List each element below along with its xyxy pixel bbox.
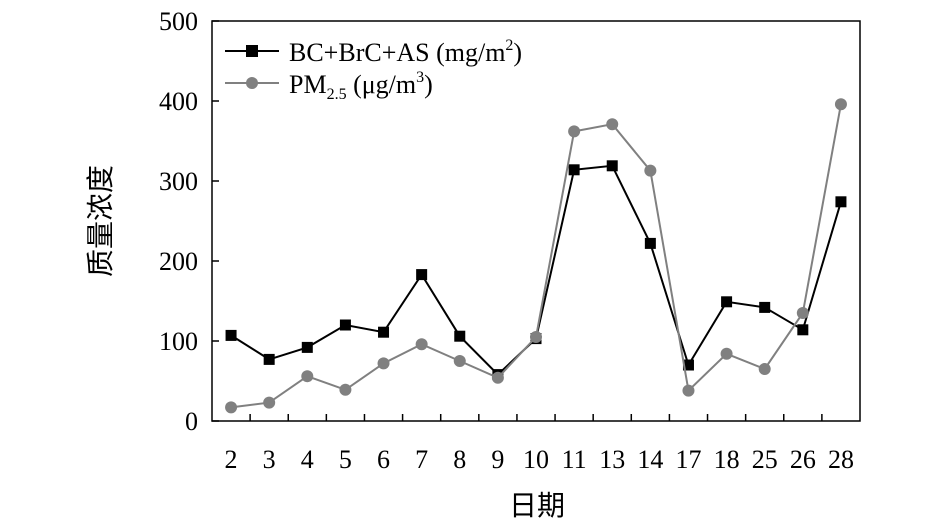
data-point bbox=[568, 125, 581, 138]
x-tick-label: 25 bbox=[752, 445, 778, 474]
legend-marker-square bbox=[246, 45, 258, 57]
series-layer bbox=[225, 98, 847, 414]
data-point bbox=[530, 331, 542, 343]
y-tick-label: 400 bbox=[159, 87, 198, 116]
x-tick-label: 11 bbox=[562, 445, 587, 474]
data-point bbox=[797, 324, 809, 336]
plot-area bbox=[211, 20, 861, 422]
data-point bbox=[720, 347, 733, 360]
series-0 bbox=[225, 160, 847, 381]
data-point bbox=[301, 341, 313, 353]
data-point bbox=[758, 363, 771, 375]
x-tick-label: 3 bbox=[263, 445, 276, 474]
data-point bbox=[682, 384, 695, 397]
data-point bbox=[225, 329, 237, 341]
y-axis-ticks: 0 100 200 300 400 500 bbox=[159, 7, 219, 436]
data-point bbox=[834, 98, 847, 111]
data-point bbox=[339, 383, 352, 396]
data-point bbox=[225, 401, 238, 414]
x-tick-label: 18 bbox=[714, 445, 740, 474]
data-point bbox=[568, 164, 580, 176]
legend-item-pm25: PM2.5 (μg/m3) bbox=[225, 69, 433, 103]
data-point bbox=[835, 196, 847, 208]
data-point bbox=[796, 307, 809, 319]
legend-label-bc: BC+BrC+AS (mg/m2) bbox=[289, 37, 522, 67]
data-point bbox=[644, 164, 657, 177]
y-tick-label: 500 bbox=[159, 7, 198, 36]
data-point bbox=[301, 370, 314, 383]
x-tick-label: 7 bbox=[415, 445, 428, 474]
legend: BC+BrC+AS (mg/m2) PM2.5 (μg/m3) bbox=[225, 37, 522, 103]
x-axis-ticks: 2 3 4 5 6 7 8 9 10 11 13 14 17 18 25 26 28 bbox=[225, 414, 854, 474]
x-tick-label: 5 bbox=[339, 445, 352, 474]
y-tick-label: 300 bbox=[159, 167, 198, 196]
data-point bbox=[606, 118, 619, 131]
x-tick-label: 8 bbox=[453, 445, 466, 474]
data-point bbox=[721, 296, 733, 308]
y-axis-title: 质量浓度 bbox=[85, 165, 117, 277]
data-point bbox=[263, 396, 276, 409]
x-tick-label: 28 bbox=[828, 445, 854, 474]
x-tick-label: 13 bbox=[599, 445, 625, 474]
series-1 bbox=[225, 98, 847, 414]
x-tick-label: 2 bbox=[225, 445, 238, 474]
legend-label-pm25: PM2.5 (μg/m3) bbox=[289, 69, 433, 103]
series-line bbox=[230, 104, 842, 409]
x-tick-label: 14 bbox=[637, 445, 663, 474]
x-tick-label: 17 bbox=[675, 445, 701, 474]
data-point bbox=[454, 330, 466, 342]
data-point bbox=[378, 326, 390, 338]
data-point bbox=[263, 353, 275, 365]
data-point bbox=[491, 371, 504, 384]
x-tick-label: 4 bbox=[301, 445, 314, 474]
legend-marker-circle bbox=[246, 77, 258, 89]
data-point bbox=[339, 319, 351, 331]
y-tick-label: 100 bbox=[159, 327, 198, 356]
x-tick-label: 10 bbox=[523, 445, 549, 474]
data-point bbox=[416, 269, 428, 281]
x-tick-label: 9 bbox=[491, 445, 504, 474]
x-tick-label: 6 bbox=[377, 445, 390, 474]
legend-item-bc: BC+BrC+AS (mg/m2) bbox=[225, 37, 522, 67]
y-tick-label: 0 bbox=[185, 407, 198, 436]
data-point bbox=[759, 301, 771, 313]
x-tick-label: 26 bbox=[790, 445, 816, 474]
data-point bbox=[606, 160, 618, 172]
data-point bbox=[682, 359, 694, 371]
data-point bbox=[453, 355, 466, 367]
x-axis-title: 日期 bbox=[509, 491, 565, 522]
plot-frame bbox=[211, 20, 861, 422]
data-point bbox=[415, 338, 428, 351]
data-point bbox=[644, 237, 656, 249]
data-point bbox=[377, 357, 390, 370]
y-tick-label: 200 bbox=[159, 247, 198, 276]
